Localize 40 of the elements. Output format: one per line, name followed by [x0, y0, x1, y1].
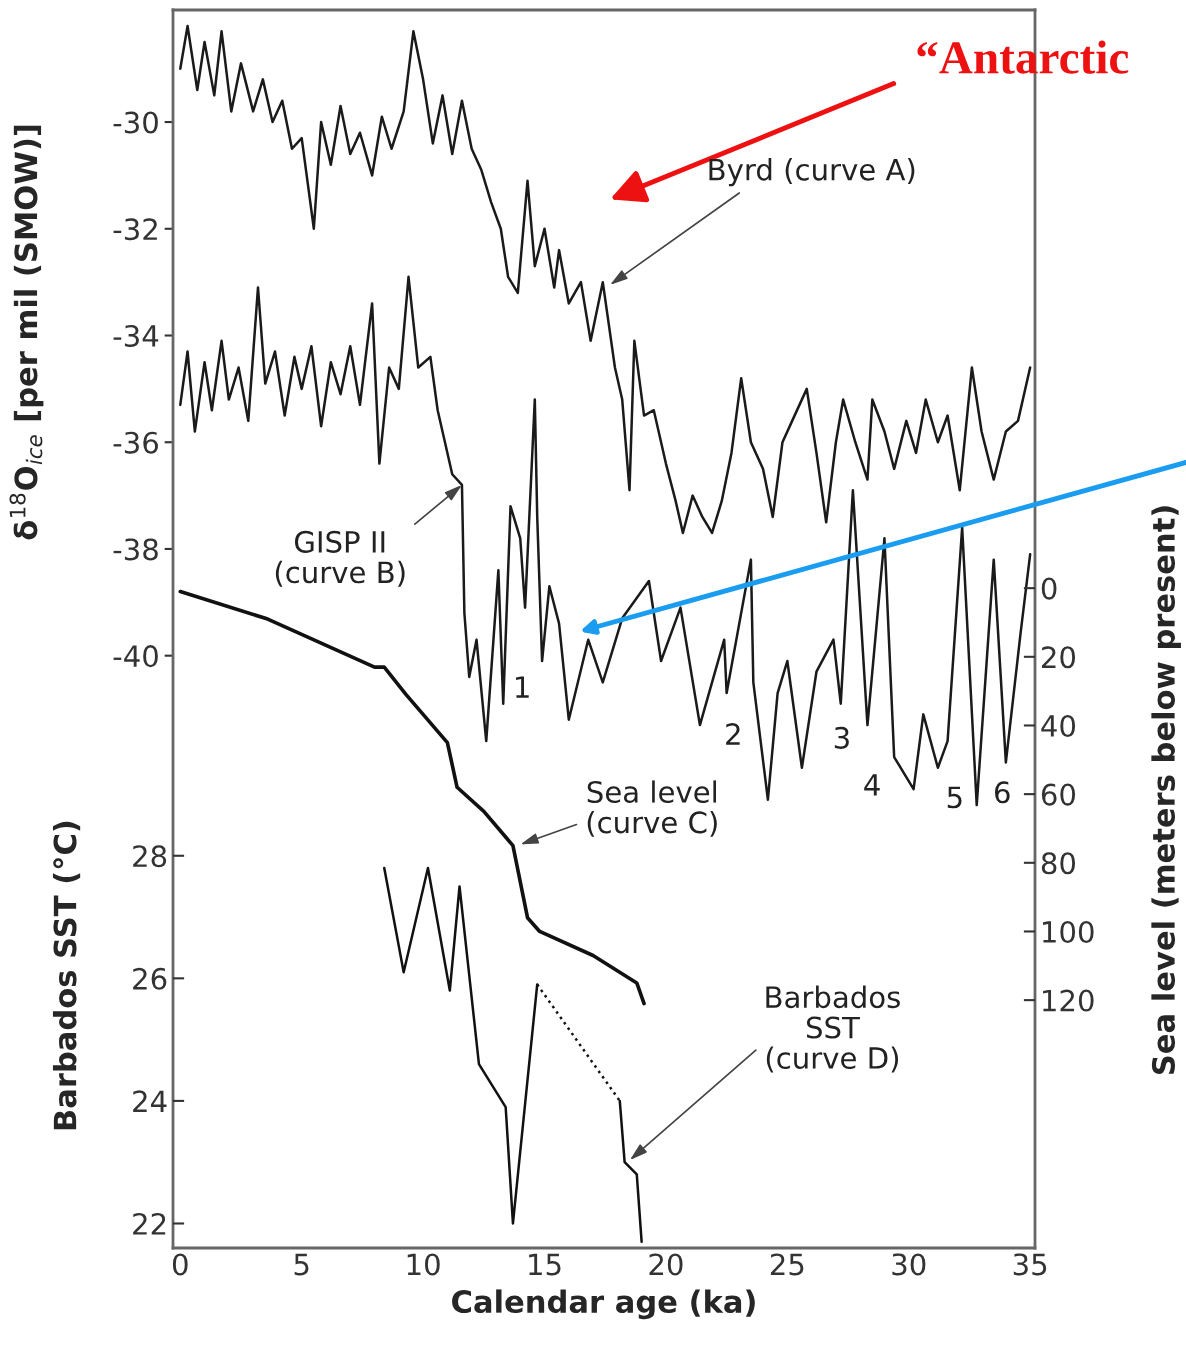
x-tick-label: 20 [649, 1253, 683, 1276]
x-tick-label: 30 [892, 1253, 926, 1276]
x-tick-label: 35 [1013, 1253, 1047, 1276]
y2-tick-label: 20 [1042, 646, 1076, 669]
y2-tick-label: 40 [1041, 714, 1076, 737]
y2-tick-label: 120 [1043, 989, 1094, 1012]
y3-tick-label: 22 [133, 1212, 166, 1235]
y2-axis-title: Sea level (meters below present) [1151, 506, 1181, 1075]
annotation: 2 [726, 723, 740, 745]
annotation: Byrd (curve A) [709, 158, 915, 187]
annotation: Sea level (curve C) [587, 780, 717, 837]
y2-tick-label: 0 [1041, 577, 1057, 600]
y3-tick-label: 28 [133, 845, 167, 868]
x-tick-label: 25 [770, 1253, 804, 1276]
x-tick-label: 5 [294, 1253, 309, 1276]
y3-tick-label: 26 [133, 967, 167, 990]
y2-tick-label: 80 [1041, 852, 1076, 875]
x-axis-title: Calendar age (ka) [452, 1289, 755, 1320]
y-tick-label: -30 [113, 111, 158, 134]
x-tick-label: 0 [172, 1253, 188, 1276]
y3-tick-label: 24 [133, 1090, 167, 1112]
y-tick-label: -40 [113, 645, 158, 668]
y2-tick-label: 100 [1043, 920, 1094, 943]
y-tick-label: -38 [113, 538, 158, 561]
annotation: 4 [864, 774, 880, 796]
y-axis-title: δ$^{18}$O$_{ice}$ [per mil (SMOW)] [9, 125, 44, 540]
annotation: 3 [834, 726, 849, 749]
annotation: 1 [516, 676, 529, 698]
line-series [179, 275, 1032, 807]
x-tick-label: 15 [529, 1253, 561, 1276]
y-tick-label: -36 [113, 431, 158, 454]
x-tick-label: 10 [407, 1253, 440, 1276]
y-tick-label: -34 [113, 324, 159, 347]
annotation: GISP II (curve B) [275, 530, 405, 587]
annotation: Barbados SST (curve D) [766, 985, 900, 1073]
y2-tick-label: 60 [1041, 783, 1076, 806]
annotation: 6 [995, 781, 1010, 804]
y3-axis-title: Barbados SST (°C) [52, 821, 81, 1130]
annotation: 5 [947, 786, 962, 809]
y-tick-label: -32 [113, 218, 157, 241]
